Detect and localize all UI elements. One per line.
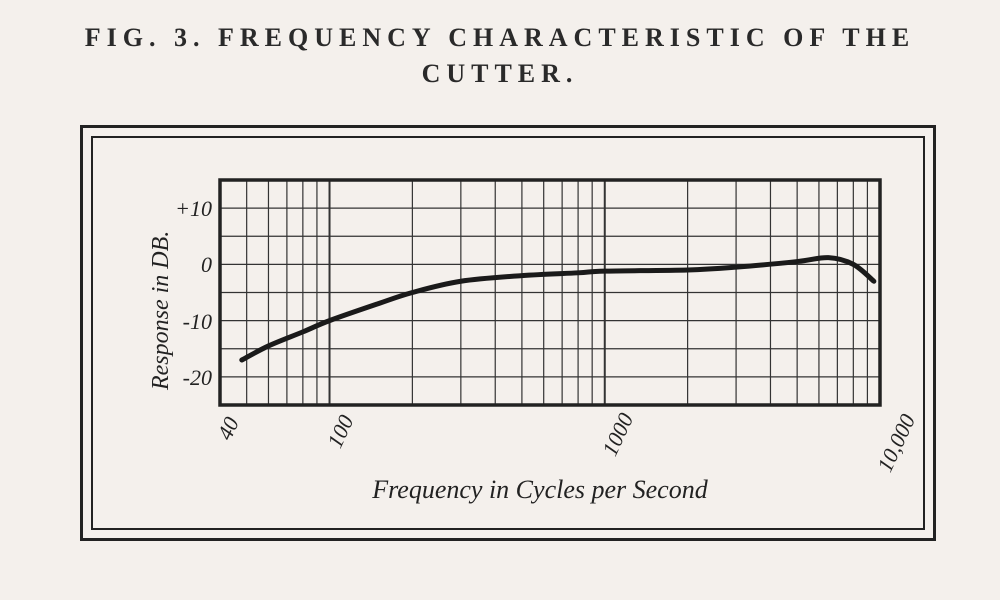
frequency-response-chart: [100, 155, 920, 525]
figure-title: FIG. 3. FREQUENCY CHARACTERISTIC OF THE …: [0, 0, 1000, 93]
y-tick-label: +10: [162, 196, 212, 222]
y-tick-label: -20: [162, 365, 212, 391]
title-line-2: CUTTER.: [422, 59, 579, 88]
title-line-1: FIG. 3. FREQUENCY CHARACTERISTIC OF THE: [85, 23, 915, 52]
y-tick-label: -10: [162, 309, 212, 335]
chart-container: Response in DB. Frequency in Cycles per …: [100, 155, 920, 525]
x-axis-label: Frequency in Cycles per Second: [280, 475, 800, 505]
y-tick-label: 0: [162, 252, 212, 278]
